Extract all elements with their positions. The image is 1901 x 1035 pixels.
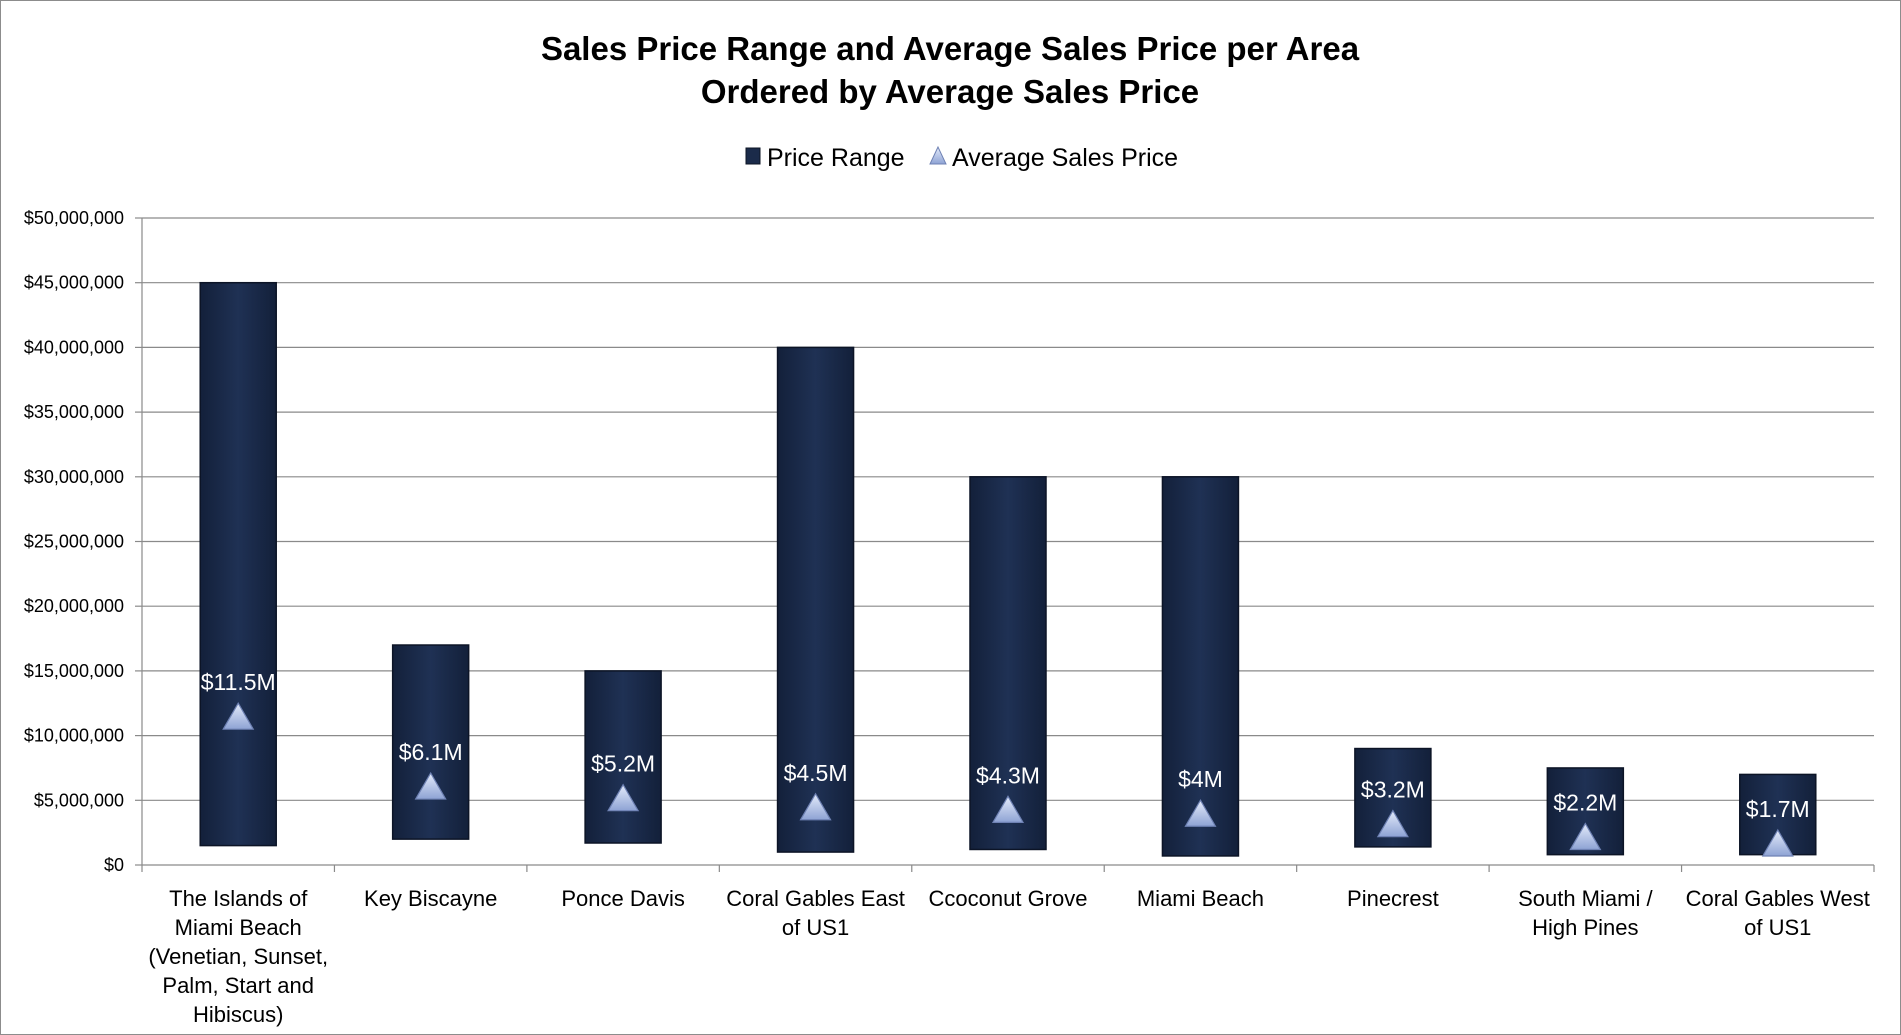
- average-price-label: $11.5M: [201, 669, 276, 695]
- chart-title: Sales Price Range and Average Sales Pric…: [541, 30, 1360, 110]
- average-price-label: $4M: [1178, 766, 1223, 792]
- x-tick-label: Key Biscayne: [364, 886, 497, 911]
- x-axis: [141, 218, 1875, 872]
- x-tick-label: Coral Gables West of US1: [1686, 886, 1870, 940]
- x-tick-label: Coral Gables East of US1: [726, 886, 905, 940]
- y-tick-label: $20,000,000: [24, 596, 124, 616]
- price-range-bar: [584, 670, 662, 844]
- legend-label-average-sales-price: Average Sales Price: [952, 144, 1178, 172]
- x-tick-label: The Islands of Miami Beach (Venetian, Suns…: [148, 886, 328, 1027]
- legend-swatch-price-range: [745, 147, 761, 165]
- y-tick-label: $50,000,000: [24, 208, 124, 228]
- average-price-markers: [222, 701, 1794, 857]
- y-axis-tick-labels: $0 $5,000,000 $10,000,000 $15,000,000 $20,00…: [24, 208, 124, 875]
- x-tick-label: Ponce Davis: [561, 886, 685, 911]
- average-price-label: $1.7M: [1746, 796, 1810, 822]
- average-price-label: $4.3M: [976, 762, 1040, 788]
- price-range-bar: [391, 644, 470, 840]
- average-price-label: $5.2M: [591, 751, 655, 777]
- average-price-marker: [799, 792, 832, 821]
- average-price-marker: [1184, 799, 1217, 827]
- y-tick-label: $25,000,000: [24, 532, 124, 552]
- average-price-marker: [414, 771, 447, 800]
- y-tick-label: $5,000,000: [34, 790, 124, 810]
- y-tick-label: $0: [104, 855, 124, 875]
- average-price-label: $4.5M: [784, 760, 848, 786]
- x-axis-tick-labels: The Islands of Miami Beach (Venetian, Suns…: [148, 886, 1870, 1027]
- x-tick-label: South Miami / High Pines: [1518, 886, 1653, 940]
- price-range-bars: [199, 281, 1817, 857]
- price-range-bar: [969, 476, 1047, 851]
- y-tick-label: $30,000,000: [24, 467, 124, 487]
- chart-title-line-1: Sales Price Range and Average Sales Pric…: [541, 30, 1360, 67]
- price-range-bar: [1161, 476, 1240, 857]
- x-tick-label: Ccoconut Grove: [929, 886, 1088, 911]
- average-price-label: $3.2M: [1361, 777, 1425, 803]
- chart-title-line-2: Ordered by Average Sales Price: [701, 73, 1199, 110]
- average-price-marker: [1376, 809, 1409, 838]
- average-price-marker: [222, 701, 255, 730]
- y-tick-label: $10,000,000: [24, 726, 124, 746]
- price-range-bar: [199, 281, 277, 847]
- y-tick-label: $45,000,000: [24, 273, 124, 293]
- y-tick-label: $35,000,000: [24, 402, 124, 422]
- average-price-marker: [1761, 828, 1794, 857]
- average-price-marker: [607, 783, 640, 812]
- legend-label-price-range: Price Range: [767, 144, 905, 172]
- legend-swatch-average-sales-price: [929, 145, 947, 165]
- legend: Price Range Average Sales Price: [745, 144, 1178, 172]
- average-price-label: $6.1M: [399, 739, 463, 765]
- average-price-labels: $11.5M $6.1M $5.2M $4.5M $4.3M $4M $3.2M $2.2M $…: [201, 669, 1810, 822]
- average-price-marker: [991, 795, 1025, 823]
- average-price-marker: [1569, 822, 1602, 851]
- y-tick-label: $15,000,000: [24, 661, 124, 681]
- y-tick-label: $40,000,000: [24, 337, 124, 357]
- x-tick-label: Pinecrest: [1347, 886, 1439, 911]
- average-price-label: $2.2M: [1553, 790, 1617, 816]
- x-tick-label: Miami Beach: [1137, 886, 1264, 911]
- price-range-bar: [776, 346, 855, 853]
